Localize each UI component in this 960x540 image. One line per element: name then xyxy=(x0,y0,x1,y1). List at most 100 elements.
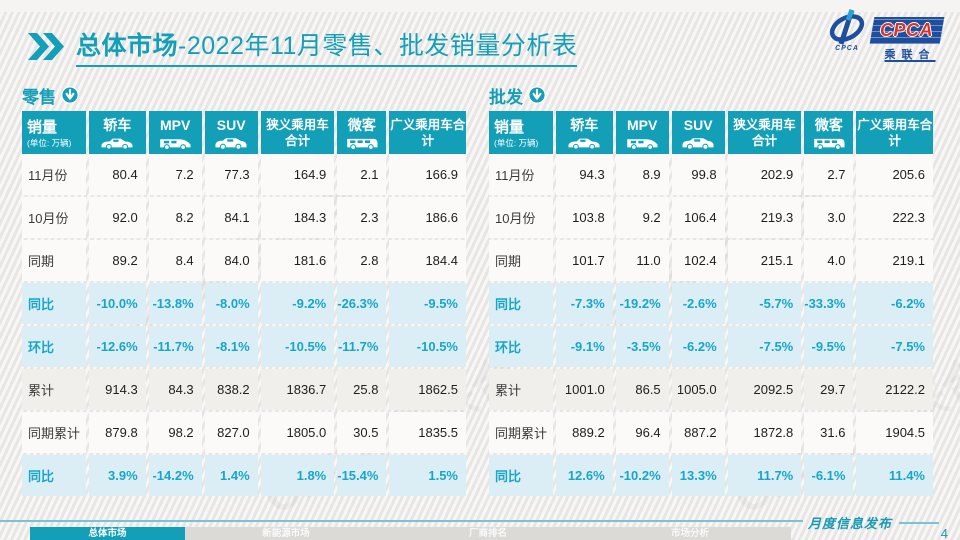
value-cell: 887.2 xyxy=(671,412,725,453)
wholesale-table: 批发 销量 (单位: 万辆) 轿车 MPV xyxy=(489,84,933,496)
value-cell: -7.3% xyxy=(555,283,613,324)
header-broad-pv-total: 广义乘用车合计 xyxy=(856,111,933,157)
value-cell: 2122.2 xyxy=(856,369,933,410)
value-cell: 1.4% xyxy=(204,455,258,496)
col-label: 微客 xyxy=(347,117,376,134)
value-cell: 2.3 xyxy=(337,197,387,238)
value-cell: 84.1 xyxy=(204,197,258,238)
tab-overall-market[interactable]: 总体市场 xyxy=(30,527,185,540)
value-cell: 219.3 xyxy=(727,197,802,238)
col-label: SUV xyxy=(216,117,246,134)
header-broad-pv-total: 广义乘用车合计 xyxy=(389,111,466,157)
value-cell: 99.8 xyxy=(671,154,725,195)
value-cell: 30.5 xyxy=(337,412,387,453)
retail-title: 零售 xyxy=(22,87,56,107)
value-cell: 12.6% xyxy=(555,455,613,496)
tab-nev-market[interactable]: 新能源市场 xyxy=(185,527,387,540)
header-minibus: 微客 xyxy=(337,111,387,157)
row-label: 10月份 xyxy=(22,197,86,238)
value-cell: -2.6% xyxy=(671,283,725,324)
sales-label: 销量 xyxy=(494,119,525,137)
value-cell: 77.3 xyxy=(204,154,258,195)
value-cell: 101.7 xyxy=(555,240,613,281)
value-cell: -5.7% xyxy=(727,283,802,324)
suv-icon xyxy=(215,137,247,150)
value-cell: 7.2 xyxy=(148,154,202,195)
publish-dash xyxy=(899,521,940,524)
value-cell: -10.5% xyxy=(260,326,335,367)
row-label: 环比 xyxy=(22,326,86,367)
value-cell: 1.5% xyxy=(389,455,466,496)
value-cell: 89.2 xyxy=(88,240,146,281)
value-cell: 8.4 xyxy=(148,240,202,281)
col-label: MPV xyxy=(627,117,658,134)
value-cell: 4.0 xyxy=(804,240,854,281)
value-cell: 205.6 xyxy=(856,154,933,195)
value-cell: 1836.7 xyxy=(260,369,335,410)
row-label: 环比 xyxy=(489,326,553,367)
value-cell: -9.5% xyxy=(804,326,854,367)
footer-divider xyxy=(0,520,803,522)
col-label: 广义乘用车合计 xyxy=(857,118,933,148)
row-label: 同比 xyxy=(22,283,86,324)
value-cell: 11.4% xyxy=(856,455,933,496)
row-label: 同期 xyxy=(489,240,553,281)
value-cell: 86.5 xyxy=(615,369,669,410)
wholesale-grid: 销量 (单位: 万辆) 轿车 MPV xyxy=(489,111,933,496)
value-cell: 1835.5 xyxy=(389,412,466,453)
value-cell: 838.2 xyxy=(204,369,258,410)
value-cell: -8.1% xyxy=(204,326,258,367)
value-cell: 3.0 xyxy=(804,197,854,238)
value-cell: 1005.0 xyxy=(671,369,725,410)
value-cell: -33.3% xyxy=(804,283,854,324)
value-cell: -26.3% xyxy=(337,283,387,324)
mpv-icon xyxy=(627,138,658,150)
row-label: 11月份 xyxy=(22,154,86,195)
value-cell: 94.3 xyxy=(555,154,613,195)
value-cell: 80.4 xyxy=(88,154,146,195)
value-cell: 9.2 xyxy=(615,197,669,238)
header-sedan: 轿车 xyxy=(555,111,613,157)
page-title: 总体市场-2022年11月零售、批发销量分析表 xyxy=(76,26,578,67)
cpca-wordmark-box: CPCA xyxy=(869,17,945,44)
value-cell: 166.9 xyxy=(389,154,466,195)
value-cell: 11.7% xyxy=(727,455,802,496)
minibus-icon xyxy=(347,138,378,150)
col-label: 狭义乘用车合计 xyxy=(733,118,796,148)
value-cell: 1904.5 xyxy=(856,412,933,453)
value-cell: -14.2% xyxy=(148,455,202,496)
value-cell: -9.1% xyxy=(555,326,613,367)
value-cell: 84.0 xyxy=(204,240,258,281)
top-strip xyxy=(0,0,960,12)
down-arrow-circle-icon xyxy=(528,86,546,104)
publish-label-group: 月度信息发布 xyxy=(808,513,940,532)
row-label: 累计 xyxy=(489,369,553,410)
value-cell: 29.7 xyxy=(804,369,854,410)
value-cell: 914.3 xyxy=(88,369,146,410)
tab-market-analysis[interactable]: 市场分析 xyxy=(589,527,791,540)
value-cell: 106.4 xyxy=(671,197,725,238)
cpca-swoosh-icon: CPCA xyxy=(826,8,868,58)
header-sedan: 轿车 xyxy=(88,111,146,157)
footer-tabbar: 总体市场 新能源市场 厂商排名 市场分析 xyxy=(30,527,791,540)
header-mpv: MPV xyxy=(148,111,202,157)
value-cell: -9.5% xyxy=(389,283,466,324)
header-sales: 销量 (单位: 万辆) xyxy=(22,111,86,157)
sedan-icon xyxy=(101,138,133,150)
row-label: 同期 xyxy=(22,240,86,281)
page-title-rest: -2022年11月零售、批发销量分析表 xyxy=(178,32,578,60)
col-label: 广义乘用车合计 xyxy=(390,118,466,148)
tab-oem-ranking[interactable]: 厂商排名 xyxy=(387,527,589,540)
value-cell: 96.4 xyxy=(615,412,669,453)
col-label: 微客 xyxy=(814,117,843,134)
row-label: 累计 xyxy=(22,369,86,410)
retail-table: 零售 销量 (单位: 万辆) 轿车 MPV xyxy=(22,84,466,496)
value-cell: 181.6 xyxy=(260,240,335,281)
value-cell: 1872.8 xyxy=(727,412,802,453)
col-label: 狭义乘用车合计 xyxy=(266,118,329,148)
value-cell: -6.1% xyxy=(804,455,854,496)
row-label: 同比 xyxy=(22,455,86,496)
double-chevron-icon xyxy=(28,33,64,60)
value-cell: 184.3 xyxy=(260,197,335,238)
